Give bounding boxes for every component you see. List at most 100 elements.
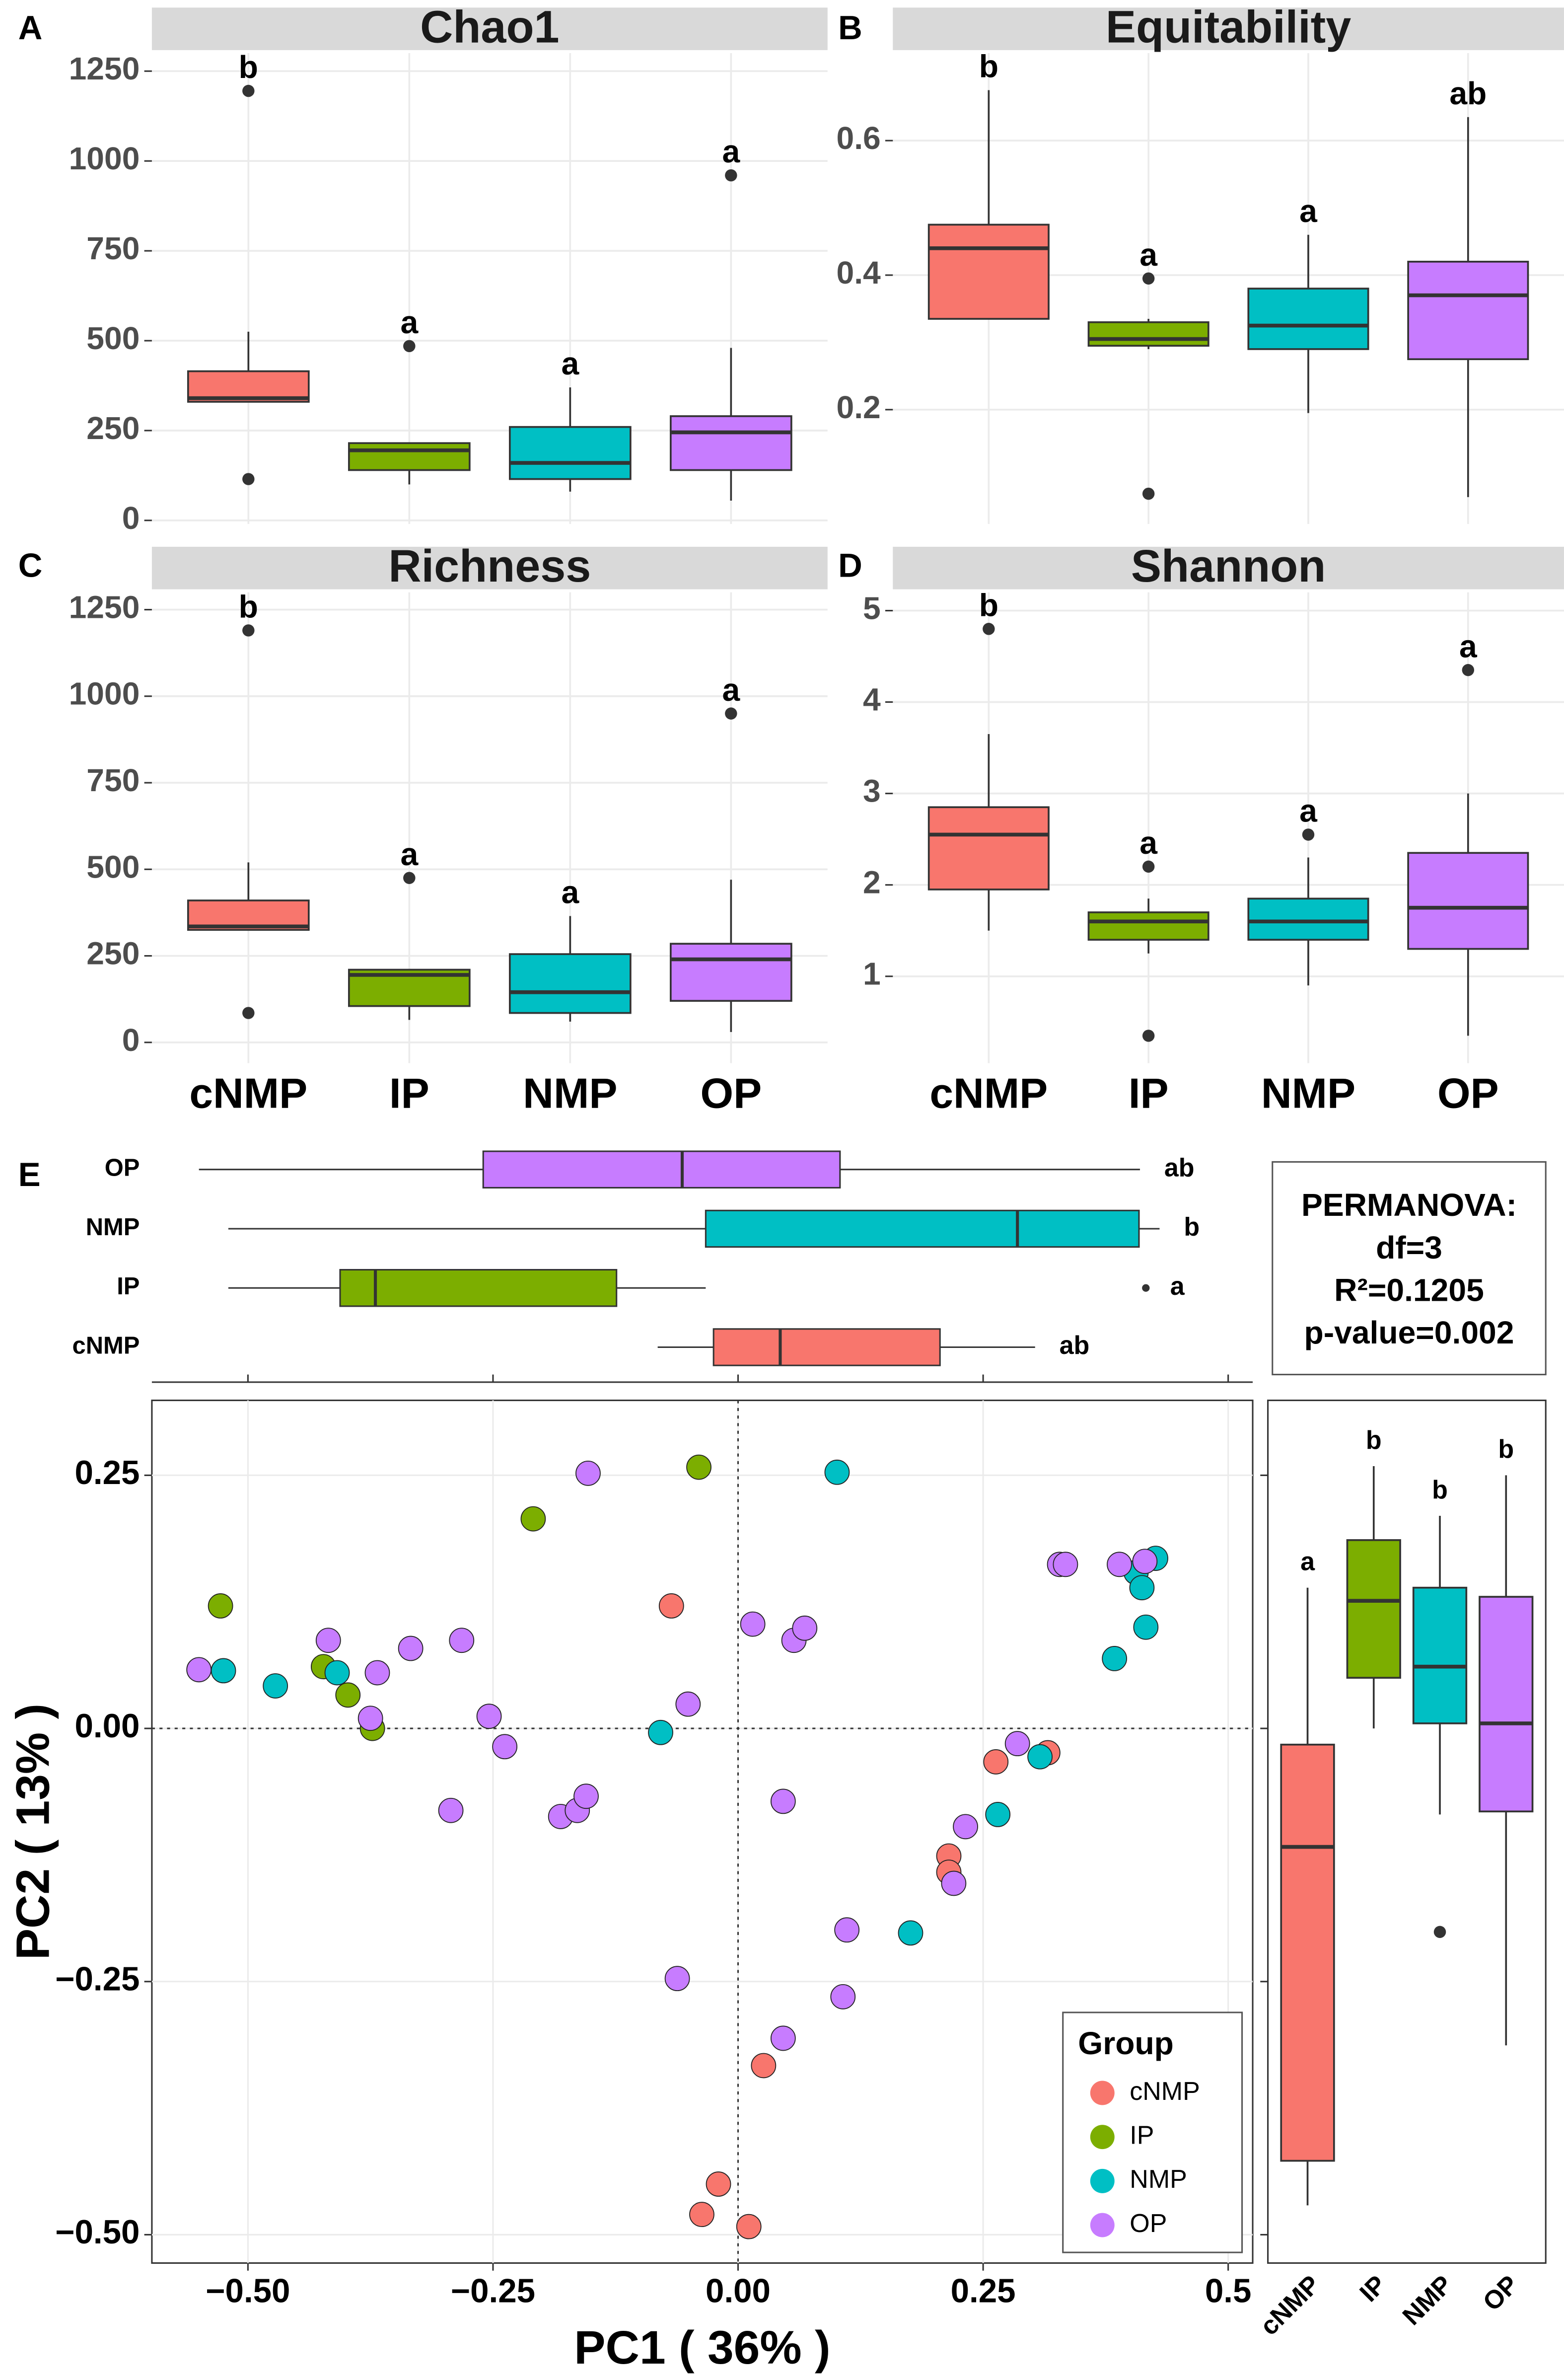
y-tick-label: 0.00	[75, 1708, 140, 1745]
significance-letter: a	[1459, 628, 1478, 664]
box	[705, 1209, 1140, 1248]
panel-title: Equitability	[1106, 1, 1351, 52]
x-tick-label: IP	[1354, 2270, 1392, 2307]
point	[575, 1460, 601, 1486]
annotation: p-value=0.002	[1304, 1315, 1514, 1350]
y-tick-label: 1000	[69, 141, 140, 176]
point	[953, 1814, 978, 1840]
panel-label: A	[18, 9, 43, 47]
point	[824, 1459, 850, 1485]
legend-swatch	[1090, 2125, 1115, 2150]
strip	[151, 546, 828, 590]
point	[1129, 1575, 1155, 1601]
point	[983, 1749, 1009, 1775]
point	[1053, 1552, 1078, 1577]
panel-label: D	[838, 547, 862, 584]
outlier	[1142, 487, 1155, 500]
y-tick-label: 0	[122, 500, 140, 536]
significance-letter: a	[1300, 1548, 1315, 1576]
y-tick-label: 3	[863, 773, 881, 809]
y-tick-label: 1000	[69, 676, 140, 712]
y-tick-label: 1250	[69, 51, 140, 86]
y-tick-label: −0.50	[55, 2214, 140, 2251]
significance-letter: b	[1366, 1426, 1382, 1455]
point	[658, 1593, 684, 1619]
point	[315, 1628, 341, 1653]
y-tick-label: 0.2	[837, 389, 881, 425]
point	[985, 1801, 1011, 1827]
significance-letter: ab	[1060, 1331, 1090, 1360]
x-tick-label: OP	[1478, 2270, 1524, 2316]
panel-label: B	[838, 9, 862, 47]
box	[1412, 1586, 1468, 1724]
legend-swatch	[1090, 2081, 1115, 2105]
y-tick-label: IP	[117, 1273, 140, 1300]
y-tick-label: 5	[863, 590, 881, 626]
box	[1479, 1596, 1534, 1813]
y-tick-label: 0.4	[837, 255, 881, 291]
significance-letter: b	[1432, 1476, 1448, 1504]
x-tick-label: 0.25	[951, 2272, 1016, 2309]
y-tick-label: OP	[105, 1155, 140, 1182]
point	[792, 1615, 818, 1641]
point	[520, 1506, 546, 1532]
box	[1407, 261, 1529, 361]
strip	[151, 7, 828, 50]
panel-label: E	[18, 1156, 41, 1193]
legend-label: IP	[1130, 2121, 1154, 2150]
outlier	[1462, 664, 1475, 676]
point	[648, 1719, 673, 1745]
point	[1107, 1552, 1132, 1577]
x-tick-label: OP	[700, 1070, 762, 1117]
strip	[893, 7, 1564, 50]
x-axis-title: PC1 ( 36% )	[574, 2321, 830, 2374]
significance-letter: a	[1299, 193, 1318, 229]
significance-letter: a	[722, 134, 740, 169]
significance-letter: a	[561, 346, 579, 381]
point	[476, 1704, 502, 1729]
legend-label: NMP	[1130, 2165, 1187, 2194]
outlier	[1142, 860, 1155, 873]
significance-letter: a	[1299, 793, 1318, 829]
significance-letter: b	[1184, 1213, 1200, 1242]
significance-letter: b	[239, 49, 258, 85]
annotation: R²=0.1205	[1334, 1272, 1484, 1308]
box	[927, 806, 1050, 891]
point	[449, 1628, 475, 1653]
box	[348, 442, 471, 471]
y-tick-label: 1	[863, 956, 881, 992]
point	[492, 1734, 518, 1760]
outlier	[1142, 272, 1155, 285]
box	[1247, 897, 1369, 941]
box	[669, 943, 792, 1002]
point	[941, 1870, 967, 1896]
significance-letter: b	[979, 587, 998, 623]
box	[508, 426, 632, 480]
significance-letter: a	[400, 836, 419, 872]
strip	[893, 546, 1564, 590]
outlier	[1142, 1284, 1150, 1292]
point	[357, 1706, 383, 1731]
point	[898, 1920, 924, 1946]
outlier	[725, 707, 737, 720]
x-tick-label: NMP	[1261, 1070, 1355, 1117]
outlier	[1433, 1926, 1446, 1938]
point	[1133, 1614, 1159, 1640]
significance-letter: a	[1139, 237, 1158, 273]
annotation: PERMANOVA:	[1301, 1187, 1517, 1223]
box	[927, 223, 1050, 320]
box	[508, 953, 632, 1014]
y-tick-label: −0.25	[55, 1961, 140, 1998]
box	[1407, 852, 1529, 950]
y-tick-label: 750	[86, 230, 140, 266]
x-tick-label: 0.00	[706, 2272, 771, 2309]
x-tick-label: NMP	[1397, 2270, 1458, 2331]
y-tick-label: 500	[86, 849, 140, 885]
legend-title: Group	[1078, 2025, 1174, 2061]
point	[1102, 1646, 1128, 1671]
panel-title: Richness	[388, 541, 591, 592]
x-tick-label: IP	[389, 1070, 429, 1117]
significance-letter: a	[722, 672, 740, 708]
annotation: df=3	[1376, 1230, 1442, 1265]
y-tick-label: cNMP	[72, 1332, 140, 1359]
